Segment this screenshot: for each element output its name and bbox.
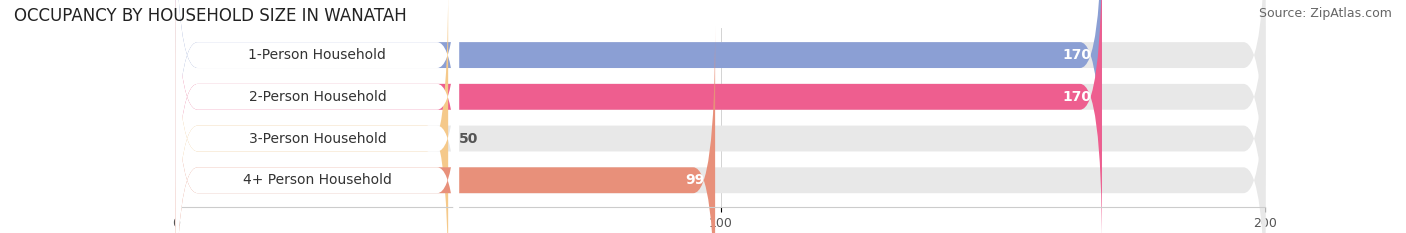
- FancyBboxPatch shape: [176, 0, 458, 233]
- Text: 4+ Person Household: 4+ Person Household: [243, 173, 392, 187]
- FancyBboxPatch shape: [176, 0, 458, 233]
- FancyBboxPatch shape: [176, 0, 449, 233]
- FancyBboxPatch shape: [176, 0, 1102, 209]
- Text: OCCUPANCY BY HOUSEHOLD SIZE IN WANATAH: OCCUPANCY BY HOUSEHOLD SIZE IN WANATAH: [14, 7, 406, 25]
- Text: 99: 99: [685, 173, 704, 187]
- Text: 50: 50: [458, 131, 478, 146]
- FancyBboxPatch shape: [176, 0, 1265, 209]
- FancyBboxPatch shape: [176, 26, 458, 233]
- FancyBboxPatch shape: [176, 26, 716, 233]
- Text: 1-Person Household: 1-Person Household: [249, 48, 387, 62]
- FancyBboxPatch shape: [176, 0, 1102, 233]
- FancyBboxPatch shape: [176, 0, 1265, 233]
- FancyBboxPatch shape: [176, 0, 1265, 233]
- Text: 3-Person Household: 3-Person Household: [249, 131, 387, 146]
- Text: 2-Person Household: 2-Person Household: [249, 90, 387, 104]
- Text: 170: 170: [1062, 48, 1091, 62]
- Text: 170: 170: [1062, 90, 1091, 104]
- FancyBboxPatch shape: [176, 0, 458, 209]
- FancyBboxPatch shape: [176, 26, 1265, 233]
- Text: Source: ZipAtlas.com: Source: ZipAtlas.com: [1258, 7, 1392, 20]
